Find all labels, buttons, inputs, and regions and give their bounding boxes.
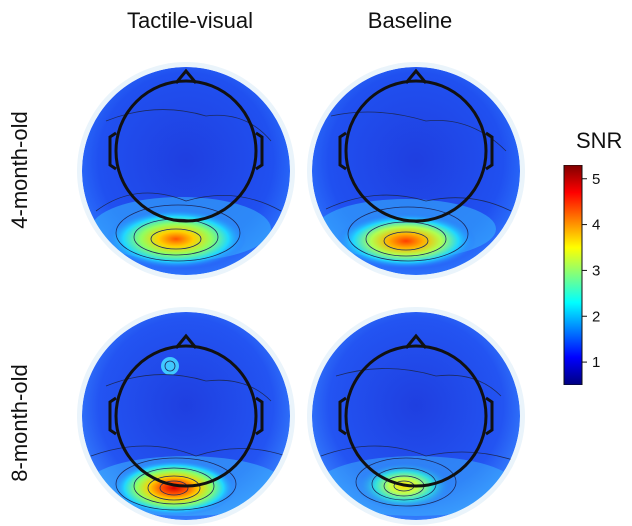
activation-hotspot [106, 209, 246, 269]
nose-outline [174, 68, 198, 84]
topomap-4-month-tactile-visual [77, 62, 295, 280]
contour-line [147, 475, 201, 501]
head-outline [114, 79, 258, 223]
colorbar-tick-label: 4 [592, 217, 600, 234]
nose-outline [404, 333, 428, 349]
scalp-field [312, 312, 520, 520]
nose-outline [404, 68, 428, 84]
ear-left-outline [108, 396, 117, 436]
row-title-8-month-old: 8-month-old [7, 364, 32, 482]
contour-line [383, 231, 429, 251]
ear-left-outline [108, 131, 117, 171]
contour-line [133, 467, 215, 505]
contour-line [347, 206, 469, 262]
frontal-spot [161, 357, 179, 375]
colorbar-tick-label: 5 [592, 171, 600, 188]
contour-line [115, 204, 241, 262]
contour-line [150, 228, 202, 250]
colorbar-tick-label: 2 [592, 308, 600, 325]
colorbar-tick-label: 1 [592, 354, 600, 371]
frontal-spot-contour [164, 360, 176, 372]
contour-line [105, 109, 272, 142]
topomap-4-month-baseline [307, 62, 525, 280]
column-title-tactile-visual: Tactile-visual [127, 8, 253, 33]
ear-right-outline [485, 396, 494, 436]
row-title-4-month-old: 4-month-old [7, 111, 32, 229]
contour-line [95, 192, 282, 212]
topomap-8-month-tactile-visual [77, 307, 295, 525]
head-outline [344, 79, 488, 223]
head-outline [344, 344, 488, 488]
contour-line [325, 194, 512, 212]
ear-left-outline [338, 396, 347, 436]
topomap-8-month-baseline [307, 307, 525, 525]
nose-outline [174, 333, 198, 349]
colorbar: 5 4 3 2 1 [563, 165, 600, 385]
ear-right-outline [255, 131, 264, 171]
ear-right-outline [485, 131, 494, 171]
colorbar-tick-label: 3 [592, 262, 600, 279]
contour-line [105, 374, 272, 402]
colorbar-title: SNR [576, 128, 623, 153]
contour-line [365, 221, 447, 257]
colorbar-gradient [563, 165, 583, 385]
column-title-baseline: Baseline [367, 8, 453, 33]
head-outline [114, 344, 258, 488]
contour-line [355, 457, 457, 507]
contour-line [159, 480, 189, 496]
ear-left-outline [338, 131, 347, 171]
contour-line [115, 457, 237, 511]
activation-hotspot [112, 460, 236, 516]
ear-right-outline [255, 396, 264, 436]
